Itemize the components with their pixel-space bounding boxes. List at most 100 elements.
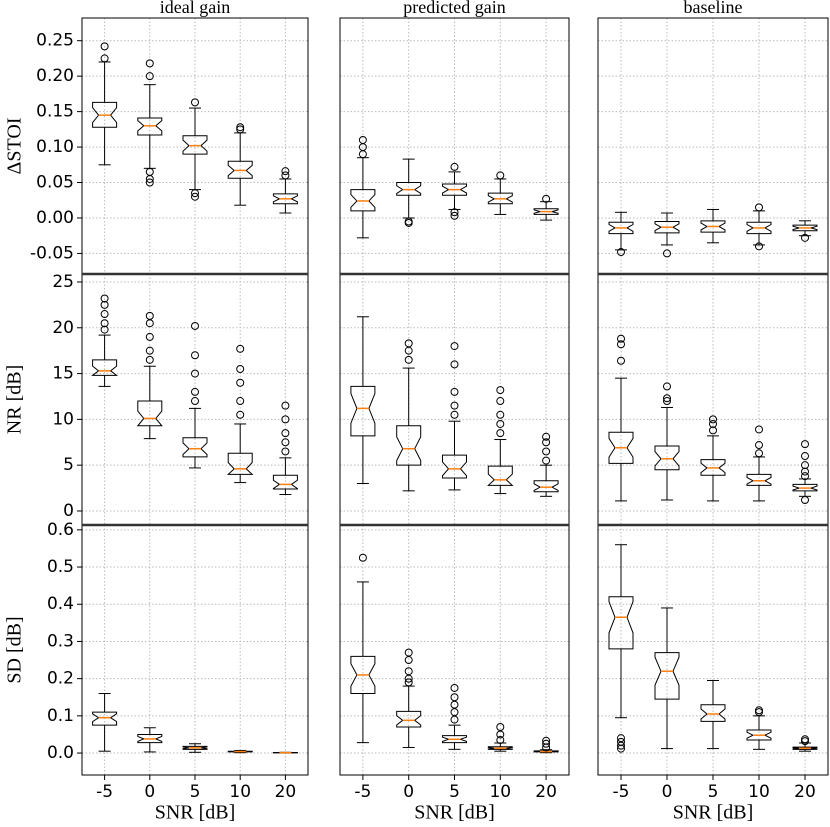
box	[442, 454, 467, 479]
y-tick-label: 20	[52, 318, 74, 338]
outlier	[542, 739, 551, 748]
outlier	[145, 311, 154, 320]
box	[608, 431, 634, 464]
outlier	[542, 194, 551, 203]
outlier	[801, 735, 809, 744]
y-tick-label: 0.10	[36, 137, 74, 157]
box	[533, 208, 559, 215]
outlier	[755, 242, 763, 251]
outlier	[496, 429, 505, 438]
outlier	[236, 344, 245, 353]
outlier	[100, 325, 109, 334]
box	[792, 746, 818, 750]
outlier	[145, 174, 154, 183]
outlier	[100, 42, 109, 51]
outlier	[755, 449, 763, 458]
y-tick-label: 25	[52, 272, 74, 292]
outlier	[100, 294, 109, 303]
outlier	[281, 447, 290, 456]
outlier	[236, 410, 245, 419]
outlier	[496, 736, 505, 745]
outlier	[663, 249, 671, 258]
outlier	[450, 683, 459, 692]
outlier	[404, 339, 413, 348]
box	[137, 733, 163, 744]
box	[700, 704, 726, 722]
outlier	[542, 438, 551, 447]
outlier	[100, 319, 109, 328]
outlier	[281, 415, 290, 424]
outlier	[542, 736, 551, 745]
box	[226, 452, 254, 475]
box	[442, 183, 467, 196]
box	[91, 359, 119, 376]
y-tick-label: 15	[52, 364, 74, 384]
outlier	[281, 401, 290, 410]
outlier	[450, 410, 459, 419]
outlier	[145, 346, 154, 355]
box	[227, 160, 253, 179]
outlier	[236, 397, 245, 406]
outlier	[450, 162, 459, 171]
outlier	[663, 394, 671, 403]
outlier	[191, 387, 199, 396]
outlier	[358, 135, 367, 144]
outlier	[404, 218, 413, 227]
box	[487, 465, 514, 486]
x-axis-label: SNR [dB]	[673, 802, 754, 824]
outlier	[404, 648, 413, 657]
x-axis-label: SNR [dB]	[155, 802, 236, 824]
box	[608, 221, 634, 235]
outlier	[617, 356, 625, 365]
box	[533, 480, 559, 493]
outlier	[709, 426, 717, 435]
outlier	[191, 351, 199, 360]
outlier	[100, 54, 109, 63]
outlier	[450, 693, 459, 702]
y-tick-label: 0.4	[47, 594, 74, 614]
box	[396, 425, 422, 466]
outlier	[617, 340, 625, 349]
y-tick-label: 5	[63, 455, 74, 475]
outlier	[145, 72, 154, 81]
box	[746, 729, 772, 741]
x-tick-label: -5	[96, 782, 113, 802]
box	[700, 220, 726, 233]
outlier	[496, 171, 505, 180]
outlier	[617, 334, 625, 343]
outlier	[450, 401, 459, 410]
outlier	[145, 59, 154, 68]
outlier	[496, 723, 505, 732]
x-tick-label: 0	[662, 782, 673, 802]
outlier	[801, 495, 809, 504]
box	[396, 710, 422, 728]
box	[396, 182, 422, 196]
outlier	[801, 233, 809, 242]
outlier	[404, 667, 413, 676]
frame	[81, 524, 309, 776]
y-tick-label: 0.0	[47, 743, 74, 763]
outlier	[100, 300, 109, 309]
outlier	[404, 355, 413, 364]
y-axis-label: ΔSTOI	[4, 118, 26, 175]
x-tick-label: 5	[449, 782, 460, 802]
outlier	[755, 706, 763, 715]
box	[350, 189, 376, 212]
outlier	[450, 342, 459, 351]
box	[792, 224, 818, 232]
y-tick-label: 10	[52, 409, 74, 429]
outlier	[617, 744, 625, 753]
box	[182, 745, 208, 750]
outlier	[450, 208, 459, 217]
y-tick-label: 0.2	[47, 669, 74, 689]
outlier	[496, 419, 505, 428]
outlier	[755, 425, 763, 434]
box	[92, 101, 118, 128]
outlier	[100, 310, 109, 319]
outlier	[404, 678, 413, 687]
panel-title: ideal gain	[160, 0, 230, 17]
outlier	[450, 360, 459, 369]
outlier	[145, 332, 154, 341]
outlier	[236, 378, 245, 387]
outlier	[801, 452, 809, 461]
